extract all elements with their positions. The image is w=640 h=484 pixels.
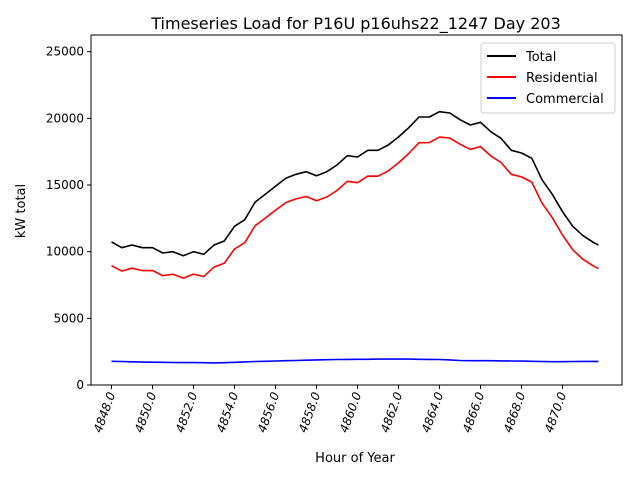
x-tick-label: 4848.0 bbox=[91, 390, 119, 435]
y-axis: 0 5000 10000 15000 20000 25000 bbox=[46, 45, 91, 392]
plot-frame bbox=[90, 34, 623, 386]
y-tick-label: 10000 bbox=[46, 245, 84, 259]
series-line-residential bbox=[111, 136, 599, 279]
x-axis-label: Hour of Year bbox=[315, 451, 395, 466]
legend-box bbox=[480, 42, 616, 114]
x-tick-label: 4860.0 bbox=[337, 390, 365, 435]
series-line-commercial bbox=[111, 358, 599, 364]
x-tick-label: 4852.0 bbox=[173, 390, 201, 435]
series-line-total bbox=[111, 110, 599, 257]
y-tick-label: 5000 bbox=[53, 311, 84, 325]
y-tick-label: 20000 bbox=[46, 111, 84, 125]
legend: Total Residential Commercial bbox=[480, 42, 616, 114]
x-tick-label: 4856.0 bbox=[255, 390, 283, 435]
x-tick-label: 4854.0 bbox=[214, 390, 242, 435]
x-axis: 4848.0 4850.0 4852.0 4854.0 4856.0 4858.0 4860… bbox=[91, 385, 570, 435]
y-tick-label: 15000 bbox=[46, 178, 84, 192]
x-tick-label: 4862.0 bbox=[378, 390, 406, 435]
y-axis-label: kW total bbox=[14, 184, 29, 238]
x-tick-label: 4858.0 bbox=[296, 390, 324, 435]
legend-label-total: Total bbox=[525, 50, 556, 65]
x-tick-label: 4866.0 bbox=[460, 390, 488, 435]
chart-title: Timeseries Load for P16U p16uhs22_1247 D… bbox=[150, 14, 561, 34]
y-tick-label: 25000 bbox=[46, 45, 84, 59]
x-tick-label: 4870.0 bbox=[542, 390, 570, 435]
legend-label-residential: Residential bbox=[526, 71, 598, 86]
x-tick-label: 4864.0 bbox=[419, 390, 447, 435]
legend-label-commercial: Commercial bbox=[526, 92, 604, 107]
x-tick-label: 4850.0 bbox=[132, 390, 160, 435]
plot-lines bbox=[111, 110, 599, 364]
y-tick-label: 0 bbox=[76, 378, 84, 392]
x-tick-label: 4868.0 bbox=[501, 390, 529, 435]
